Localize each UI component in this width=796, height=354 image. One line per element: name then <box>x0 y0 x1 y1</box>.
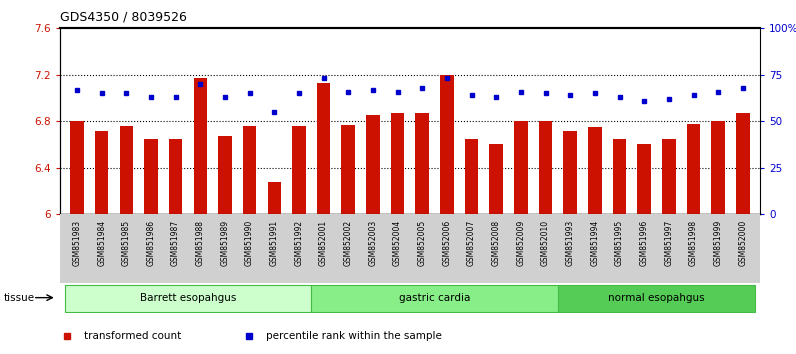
Text: GSM852003: GSM852003 <box>369 220 377 266</box>
Text: percentile rank within the sample: percentile rank within the sample <box>267 331 443 341</box>
Text: GSM851983: GSM851983 <box>72 220 81 266</box>
Bar <box>687 124 700 214</box>
Bar <box>638 144 651 214</box>
Bar <box>70 121 84 214</box>
Bar <box>341 125 355 214</box>
Text: GSM851997: GSM851997 <box>665 220 673 266</box>
Text: GSM852000: GSM852000 <box>739 220 747 266</box>
Bar <box>662 139 676 214</box>
Bar <box>490 144 503 214</box>
Text: GSM851994: GSM851994 <box>591 220 599 266</box>
Text: GSM851989: GSM851989 <box>220 220 229 266</box>
Bar <box>712 121 725 214</box>
Text: GSM852006: GSM852006 <box>443 220 451 266</box>
Text: GSM851986: GSM851986 <box>146 220 155 266</box>
Bar <box>416 113 429 214</box>
Text: GSM851995: GSM851995 <box>615 220 624 266</box>
Text: GDS4350 / 8039526: GDS4350 / 8039526 <box>60 11 186 24</box>
Text: GSM852007: GSM852007 <box>467 220 476 266</box>
Text: GSM852010: GSM852010 <box>541 220 550 266</box>
Text: GSM851999: GSM851999 <box>714 220 723 266</box>
Text: tissue: tissue <box>4 293 35 303</box>
Bar <box>391 113 404 214</box>
Bar <box>736 113 750 214</box>
Text: GSM851987: GSM851987 <box>171 220 180 266</box>
Text: GSM851992: GSM851992 <box>295 220 303 266</box>
Bar <box>218 136 232 214</box>
Bar <box>267 182 281 214</box>
Bar <box>613 139 626 214</box>
Text: GSM851991: GSM851991 <box>270 220 279 266</box>
Bar <box>243 126 256 214</box>
Bar <box>465 139 478 214</box>
Bar <box>311 285 558 312</box>
Text: GSM851984: GSM851984 <box>97 220 106 266</box>
Text: GSM851990: GSM851990 <box>245 220 254 266</box>
Bar <box>144 139 158 214</box>
Text: GSM852008: GSM852008 <box>492 220 501 266</box>
Text: gastric cardia: gastric cardia <box>399 293 470 303</box>
Bar <box>64 285 311 312</box>
Bar <box>317 83 330 214</box>
Text: GSM852005: GSM852005 <box>418 220 427 266</box>
Text: GSM851988: GSM851988 <box>196 220 205 266</box>
Bar <box>169 139 182 214</box>
Text: GSM851996: GSM851996 <box>640 220 649 266</box>
Bar <box>193 78 207 214</box>
Text: GSM851985: GSM851985 <box>122 220 131 266</box>
Text: Barrett esopahgus: Barrett esopahgus <box>140 293 236 303</box>
Text: GSM852001: GSM852001 <box>319 220 328 266</box>
Bar <box>539 121 552 214</box>
Bar <box>564 131 577 214</box>
Text: normal esopahgus: normal esopahgus <box>608 293 705 303</box>
Bar <box>514 121 528 214</box>
Bar <box>366 115 380 214</box>
Bar <box>292 126 306 214</box>
Bar <box>588 127 602 214</box>
Bar <box>558 285 755 312</box>
Bar <box>119 126 133 214</box>
Text: GSM852009: GSM852009 <box>517 220 525 266</box>
Text: transformed count: transformed count <box>84 331 181 341</box>
Bar <box>440 75 454 214</box>
Text: GSM852004: GSM852004 <box>393 220 402 266</box>
Text: GSM852002: GSM852002 <box>344 220 353 266</box>
Bar <box>95 131 108 214</box>
Text: GSM851998: GSM851998 <box>689 220 698 266</box>
Text: GSM851993: GSM851993 <box>566 220 575 266</box>
